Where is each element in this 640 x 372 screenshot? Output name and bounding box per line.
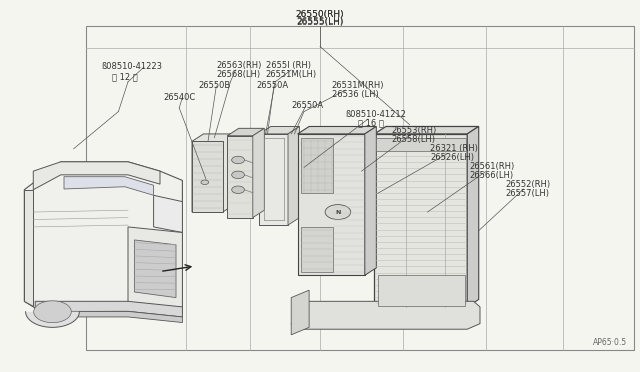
Polygon shape [253, 128, 264, 218]
Text: 26558(LH): 26558(LH) [392, 135, 436, 144]
Text: 26550B: 26550B [198, 81, 230, 90]
Polygon shape [259, 126, 300, 134]
Text: 26566(LH): 26566(LH) [469, 171, 513, 180]
Polygon shape [374, 134, 467, 307]
Polygon shape [128, 227, 182, 313]
Polygon shape [301, 227, 333, 272]
Polygon shape [298, 126, 376, 134]
Polygon shape [291, 301, 480, 329]
Text: 26531M(RH): 26531M(RH) [332, 81, 384, 90]
Polygon shape [374, 126, 479, 134]
Polygon shape [24, 162, 182, 313]
Circle shape [232, 186, 244, 193]
Text: 26540C: 26540C [163, 93, 195, 102]
Text: AP65·0.5: AP65·0.5 [593, 338, 627, 347]
Text: N: N [335, 209, 340, 215]
Text: 26321 (RH): 26321 (RH) [430, 144, 478, 153]
Text: 26551M(LH): 26551M(LH) [266, 70, 317, 79]
Bar [86, 26, 634, 350]
Polygon shape [376, 138, 466, 151]
Text: 26563(RH): 26563(RH) [216, 61, 262, 70]
Circle shape [232, 156, 244, 164]
Polygon shape [192, 141, 223, 212]
Polygon shape [378, 275, 465, 306]
Text: 26526(LH): 26526(LH) [430, 153, 474, 162]
Text: 2655I (RH): 2655I (RH) [266, 61, 310, 70]
Polygon shape [291, 290, 309, 335]
Polygon shape [64, 177, 154, 195]
Polygon shape [259, 134, 288, 225]
Polygon shape [38, 311, 182, 323]
Text: 26561(RH): 26561(RH) [469, 162, 515, 171]
Text: ß08510-41212: ß08510-41212 [346, 110, 406, 119]
Text: （ 12 ）: （ 12 ） [112, 73, 138, 81]
Polygon shape [365, 126, 376, 275]
Text: 26557(LH): 26557(LH) [506, 189, 550, 198]
Text: 26550(RH): 26550(RH) [296, 10, 344, 19]
Text: ß08510-41223: ß08510-41223 [101, 62, 162, 71]
Text: 26555(LH): 26555(LH) [296, 18, 344, 27]
Text: 26552(RH): 26552(RH) [506, 180, 551, 189]
Polygon shape [227, 136, 253, 218]
Text: 26536 (LH): 26536 (LH) [332, 90, 378, 99]
Circle shape [201, 180, 209, 185]
Polygon shape [154, 195, 182, 232]
Circle shape [325, 205, 351, 219]
Text: 26550(RH): 26550(RH) [296, 10, 344, 19]
Polygon shape [134, 240, 176, 298]
Polygon shape [288, 126, 300, 225]
Text: （ 16 ）: （ 16 ） [358, 119, 384, 128]
Polygon shape [467, 126, 479, 307]
Text: 26553(RH): 26553(RH) [392, 126, 437, 135]
Polygon shape [227, 128, 264, 136]
Polygon shape [298, 134, 365, 275]
Text: 26555(LH): 26555(LH) [296, 17, 344, 26]
Text: 26550A: 26550A [256, 81, 288, 90]
Text: 26550A: 26550A [291, 101, 323, 110]
Text: 26568(LH): 26568(LH) [216, 70, 260, 79]
Polygon shape [26, 312, 79, 327]
Circle shape [232, 171, 244, 179]
Polygon shape [24, 190, 33, 306]
Polygon shape [33, 162, 160, 190]
Polygon shape [192, 134, 234, 212]
Polygon shape [35, 301, 182, 317]
Circle shape [34, 301, 71, 323]
Polygon shape [301, 138, 333, 193]
